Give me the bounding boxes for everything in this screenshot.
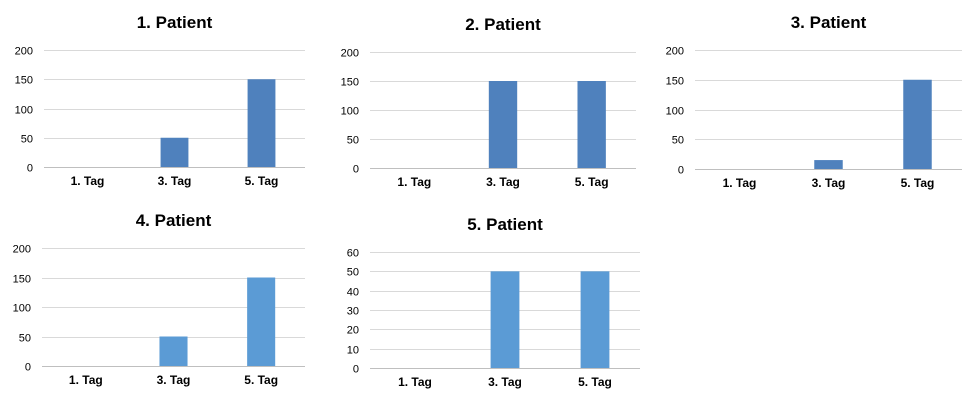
chart-3-xtick-1: 1. Tag: [723, 176, 757, 190]
chart-1-xtick-1: 1. Tag: [71, 174, 105, 188]
chart-3-xtick-2: 3. Tag: [812, 176, 846, 190]
chart-3-ytick-0: 0: [678, 165, 684, 177]
chart-2-title: 2. Patient: [465, 15, 541, 34]
chart-5-title: 5. Patient: [467, 215, 543, 234]
chart-1-ytick-0: 0: [27, 163, 33, 175]
chart-2-ytick-50: 50: [347, 135, 359, 147]
chart-2-ytick-200: 200: [341, 48, 359, 60]
chart-1-bar-2: [160, 137, 189, 167]
chart-1-xtick-2: 3. Tag: [158, 174, 192, 188]
chart-3-svg: 3. Patient 0 50 100 150 200 1. Tag 3. Tag 5. Tag: [666, 13, 962, 190]
chart-4-bar-2: [159, 336, 188, 366]
chart-5-xtick-1: 1. Tag: [398, 375, 432, 389]
chart-2-xtick-3: 5. Tag: [575, 175, 609, 189]
chart-2-xtick-1: 1. Tag: [397, 175, 431, 189]
chart-5-ytick-10: 10: [347, 345, 359, 357]
chart-5-svg: 5. Patient 0 10 20 30 40 50 60 1. Tag 3. Tag 5. Ta…: [347, 215, 640, 389]
chart-3-ytick-50: 50: [672, 135, 684, 147]
chart-panel-1: 1. Patient 0 50 100 150 200 1. Tag 3. Tag 5. Tag: [0, 0, 320, 198]
chart-5-bar-3: [580, 271, 610, 368]
chart-5-ytick-60: 60: [347, 248, 359, 260]
chart-3-bar-2: [814, 160, 843, 169]
chart-panel-4: 4. Patient 0 50 100 150 200 1. Tag 3. Tag 5. Tag: [0, 200, 320, 398]
chart-3-ytick-200: 200: [666, 46, 684, 58]
chart-4-ytick-0: 0: [25, 362, 31, 374]
chart-2-ytick-0: 0: [353, 164, 359, 176]
chart-panel-5: 5. Patient 0 10 20 30 40 50 60 1. Tag 3. Tag 5. Ta…: [330, 200, 650, 398]
chart-5-ytick-50: 50: [347, 267, 359, 279]
chart-4-svg: 4. Patient 0 50 100 150 200 1. Tag 3. Tag 5. Tag: [13, 211, 305, 387]
chart-5-bar-2: [490, 271, 520, 368]
chart-1-bar-3: [247, 79, 276, 167]
chart-5-xtick-2: 3. Tag: [488, 375, 522, 389]
chart-1-ytick-150: 150: [15, 75, 33, 87]
chart-5-ytick-40: 40: [347, 287, 359, 299]
chart-5-ytick-20: 20: [347, 325, 359, 337]
chart-2-ytick-100: 100: [341, 106, 359, 118]
chart-1-svg: 1. Patient 0 50 100 150 200 1. Tag 3. Tag 5. Tag: [15, 13, 305, 188]
chart-4-ytick-200: 200: [13, 244, 31, 256]
chart-2-svg: 2. Patient 0 50 100 150 200 1. Tag 3. Tag 5. Tag: [341, 15, 636, 189]
chart-1-ytick-50: 50: [21, 134, 33, 146]
chart-2-bar-2: [488, 81, 518, 168]
chart-5-ytick-0: 0: [353, 364, 359, 376]
chart-3-xtick-3: 5. Tag: [901, 176, 935, 190]
chart-4-xtick-2: 3. Tag: [157, 373, 191, 387]
chart-3-ytick-150: 150: [666, 76, 684, 88]
chart-4-ytick-50: 50: [19, 333, 31, 345]
chart-1-ytick-200: 200: [15, 46, 33, 58]
chart-3-ytick-100: 100: [666, 106, 684, 118]
chart-4-xtick-3: 5. Tag: [244, 373, 278, 387]
chart-4-bar-3: [247, 277, 276, 366]
chart-3-bar-3: [903, 79, 932, 169]
chart-4-title: 4. Patient: [136, 211, 212, 230]
chart-panel-2: 2. Patient 0 50 100 150 200 1. Tag 3. Tag 5. Tag: [330, 0, 650, 198]
chart-2-ytick-150: 150: [341, 77, 359, 89]
chart-1-xtick-3: 5. Tag: [245, 174, 279, 188]
chart-4-ytick-150: 150: [13, 274, 31, 286]
chart-4-xtick-1: 1. Tag: [69, 373, 103, 387]
chart-2-bar-3: [577, 81, 606, 168]
chart-1-ytick-100: 100: [15, 105, 33, 117]
chart-1-title: 1. Patient: [137, 13, 213, 32]
chart-3-title: 3. Patient: [791, 13, 867, 32]
chart-panel-3: 3. Patient 0 50 100 150 200 1. Tag 3. Tag 5. Tag: [660, 0, 979, 198]
chart-2-xtick-2: 3. Tag: [486, 175, 520, 189]
chart-5-xtick-3: 5. Tag: [578, 375, 612, 389]
chart-5-ytick-30: 30: [347, 306, 359, 318]
chart-4-ytick-100: 100: [13, 303, 31, 315]
